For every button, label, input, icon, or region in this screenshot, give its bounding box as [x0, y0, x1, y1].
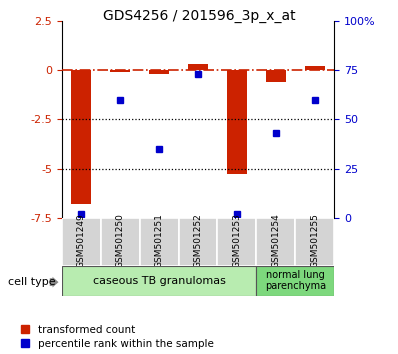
Text: GSM501251: GSM501251: [154, 213, 164, 268]
Bar: [62, 218, 101, 266]
Bar: [179, 218, 217, 266]
Text: caseous TB granulomas: caseous TB granulomas: [93, 275, 226, 286]
Text: GSM501252: GSM501252: [193, 213, 203, 268]
Text: GSM501253: GSM501253: [232, 213, 242, 268]
Bar: [256, 218, 295, 266]
Bar: [295, 218, 334, 266]
Bar: [140, 218, 179, 266]
Text: GSM501249: GSM501249: [77, 213, 86, 268]
Text: cell type: cell type: [8, 277, 56, 287]
Text: GDS4256 / 201596_3p_x_at: GDS4256 / 201596_3p_x_at: [103, 9, 295, 23]
Bar: [227, 70, 247, 175]
Bar: [217, 218, 256, 266]
FancyArrow shape: [50, 277, 59, 287]
Legend: transformed count, percentile rank within the sample: transformed count, percentile rank withi…: [21, 325, 214, 349]
Text: GSM501254: GSM501254: [271, 213, 281, 268]
Bar: [188, 64, 208, 70]
Bar: [71, 70, 91, 204]
Text: GSM501255: GSM501255: [310, 213, 319, 268]
Text: GSM501250: GSM501250: [115, 213, 125, 268]
Bar: [149, 70, 169, 74]
Bar: [62, 266, 256, 296]
Bar: [266, 70, 286, 82]
Bar: [101, 218, 140, 266]
Bar: [305, 67, 325, 70]
Bar: [110, 70, 130, 72]
Bar: [256, 266, 334, 296]
Text: normal lung
parenchyma: normal lung parenchyma: [265, 270, 326, 291]
